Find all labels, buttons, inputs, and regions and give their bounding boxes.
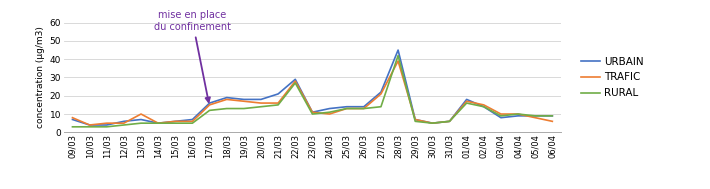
URBAIN: [205, 102, 214, 104]
URBAIN: [377, 91, 386, 93]
RURAL: [377, 106, 386, 108]
URBAIN: [188, 118, 197, 121]
TRAFIC: [394, 60, 403, 62]
URBAIN: [514, 115, 523, 117]
RURAL: [428, 122, 437, 124]
URBAIN: [462, 98, 471, 101]
URBAIN: [239, 98, 248, 101]
RURAL: [359, 107, 368, 110]
RURAL: [462, 102, 471, 104]
TRAFIC: [411, 118, 420, 121]
URBAIN: [325, 107, 334, 110]
TRAFIC: [428, 122, 437, 124]
RURAL: [445, 120, 454, 122]
RURAL: [154, 122, 163, 124]
RURAL: [257, 106, 266, 108]
TRAFIC: [308, 111, 317, 113]
TRAFIC: [239, 100, 248, 102]
TRAFIC: [119, 122, 128, 124]
URBAIN: [359, 106, 368, 108]
Text: mise en place
du confinement: mise en place du confinement: [154, 10, 231, 102]
RURAL: [239, 107, 248, 110]
RURAL: [119, 124, 128, 126]
RURAL: [171, 122, 180, 124]
TRAFIC: [462, 100, 471, 102]
URBAIN: [479, 106, 488, 108]
RURAL: [68, 126, 77, 128]
URBAIN: [274, 93, 283, 95]
TRAFIC: [514, 113, 523, 115]
TRAFIC: [325, 113, 334, 115]
TRAFIC: [342, 107, 351, 110]
RURAL: [479, 106, 488, 108]
RURAL: [137, 122, 146, 124]
URBAIN: [411, 118, 420, 121]
RURAL: [411, 120, 420, 122]
URBAIN: [291, 78, 300, 81]
RURAL: [205, 109, 214, 112]
TRAFIC: [205, 104, 214, 106]
URBAIN: [428, 122, 437, 124]
RURAL: [291, 82, 300, 84]
TRAFIC: [445, 120, 454, 122]
Line: TRAFIC: TRAFIC: [72, 61, 552, 125]
URBAIN: [222, 96, 231, 99]
URBAIN: [308, 111, 317, 113]
TRAFIC: [171, 120, 180, 122]
RURAL: [531, 115, 540, 117]
RURAL: [342, 107, 351, 110]
TRAFIC: [377, 93, 386, 95]
URBAIN: [257, 98, 266, 101]
TRAFIC: [102, 122, 111, 124]
URBAIN: [137, 118, 146, 121]
TRAFIC: [274, 102, 283, 104]
URBAIN: [497, 117, 506, 119]
Line: RURAL: RURAL: [72, 56, 552, 127]
RURAL: [325, 111, 334, 113]
TRAFIC: [497, 113, 506, 115]
TRAFIC: [359, 107, 368, 110]
TRAFIC: [188, 120, 197, 122]
URBAIN: [154, 122, 163, 124]
RURAL: [394, 54, 403, 57]
URBAIN: [171, 120, 180, 122]
TRAFIC: [531, 117, 540, 119]
TRAFIC: [291, 80, 300, 82]
URBAIN: [102, 124, 111, 126]
TRAFIC: [257, 102, 266, 104]
RURAL: [85, 126, 94, 128]
RURAL: [308, 113, 317, 115]
TRAFIC: [137, 113, 146, 115]
URBAIN: [445, 120, 454, 122]
RURAL: [188, 122, 197, 124]
TRAFIC: [548, 120, 557, 122]
Y-axis label: concentration (µg/m3): concentration (µg/m3): [36, 26, 45, 129]
TRAFIC: [222, 98, 231, 101]
RURAL: [102, 126, 111, 128]
RURAL: [274, 104, 283, 106]
URBAIN: [85, 124, 94, 126]
TRAFIC: [154, 122, 163, 124]
URBAIN: [394, 49, 403, 51]
URBAIN: [342, 106, 351, 108]
URBAIN: [68, 118, 77, 121]
RURAL: [548, 115, 557, 117]
TRAFIC: [85, 124, 94, 126]
Legend: URBAIN, TRAFIC, RURAL: URBAIN, TRAFIC, RURAL: [581, 57, 643, 98]
RURAL: [514, 113, 523, 115]
TRAFIC: [68, 117, 77, 119]
URBAIN: [119, 120, 128, 122]
TRAFIC: [479, 104, 488, 106]
URBAIN: [548, 115, 557, 117]
RURAL: [497, 115, 506, 117]
URBAIN: [531, 115, 540, 117]
RURAL: [222, 107, 231, 110]
Line: URBAIN: URBAIN: [72, 50, 552, 125]
